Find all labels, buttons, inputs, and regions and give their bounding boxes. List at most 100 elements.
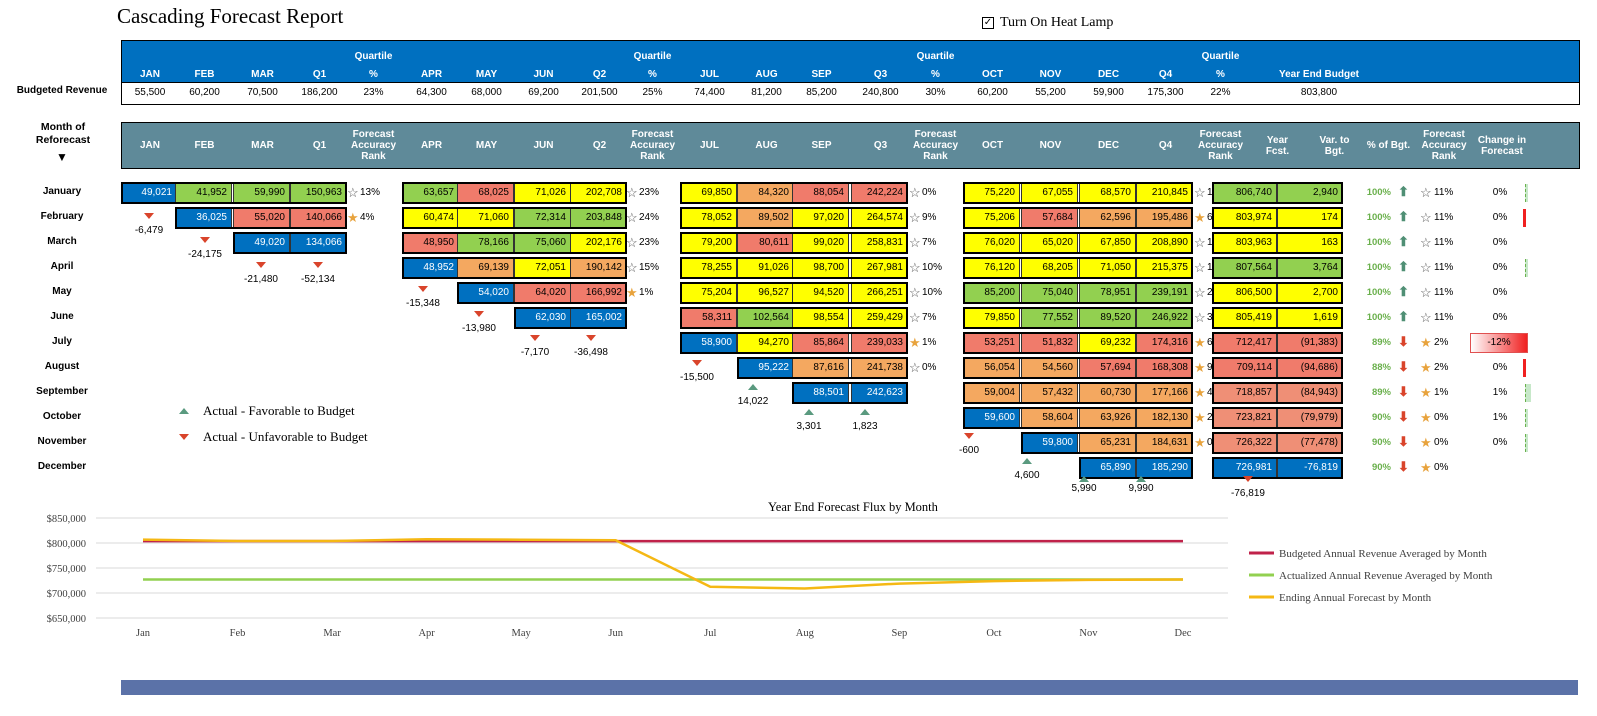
forecast-cell: 56,054 bbox=[963, 357, 1020, 379]
forecast-header-line: Rank bbox=[361, 151, 386, 162]
accuracy-rank-percent: 11% bbox=[1434, 187, 1454, 198]
budget-header-cell: APR bbox=[403, 45, 460, 80]
forecast-cell: 150,963 bbox=[290, 182, 347, 204]
year-forecast-cell: 3,764 bbox=[1277, 257, 1343, 279]
forecast-cell: 87,616 bbox=[792, 357, 849, 379]
rank-percent: 1% bbox=[922, 337, 937, 348]
forecast-header-cell: JUN bbox=[533, 140, 554, 151]
forecast-header-cell: DEC bbox=[1097, 140, 1120, 151]
budget-header-line: JUL bbox=[700, 68, 719, 80]
forecast-header-cell: % of Bgt. bbox=[1362, 123, 1415, 168]
forecast-header-line: Accuracy bbox=[1197, 140, 1244, 151]
forecast-cell: 59,990 bbox=[233, 182, 290, 204]
budget-header-line: Quartile bbox=[1201, 51, 1240, 62]
budget-header-line: % bbox=[648, 68, 657, 80]
variance-value: -52,134 bbox=[301, 274, 335, 285]
budget-value: 85,200 bbox=[806, 87, 837, 98]
variance-down-icon bbox=[1243, 476, 1253, 482]
accuracy-rank-percent: 0% bbox=[1434, 437, 1449, 448]
budgeted-revenue-label: Budgeted Revenue bbox=[16, 85, 108, 96]
year-forecast-cell: -76,819 bbox=[1277, 457, 1343, 479]
forecast-header-cell: Change in Forecast bbox=[1473, 123, 1531, 168]
month-label: July bbox=[51, 336, 72, 347]
rank-star-icon: ★ bbox=[1420, 385, 1432, 400]
heat-lamp-toggle[interactable]: ✓ Turn On Heat Lamp bbox=[982, 15, 1113, 31]
forecast-cell: 65,020 bbox=[1021, 232, 1078, 254]
x-tick-label: Mar bbox=[323, 628, 341, 639]
budget-value: 25% bbox=[642, 87, 663, 98]
forecast-cell: 174,316 bbox=[1136, 332, 1193, 354]
forecast-cell: 88,054 bbox=[792, 182, 849, 204]
x-tick-label: Jun bbox=[608, 628, 623, 639]
forecast-cell: 63,657 bbox=[402, 182, 459, 204]
budget-header-line: % bbox=[369, 68, 378, 80]
budget-header-bar: JAN FEB MAR Q1 Quartile% APR MAY JUN Q2 Quartile%… bbox=[121, 40, 1580, 83]
budget-value: 175,300 bbox=[1147, 87, 1184, 98]
budget-year-end-value: 803,800 bbox=[1300, 87, 1338, 98]
arrow-up-icon: ⬆ bbox=[1398, 209, 1409, 224]
forecast-cell: 266,251 bbox=[851, 282, 908, 304]
budget-header-cell: JUN bbox=[515, 45, 572, 80]
forecast-cell: 72,051 bbox=[514, 257, 571, 279]
budget-value: 186,200 bbox=[301, 87, 338, 98]
change-in-forecast: 0% bbox=[1492, 437, 1508, 448]
forecast-header-line: Forecast bbox=[352, 129, 395, 140]
heat-lamp-label: Turn On Heat Lamp bbox=[1000, 15, 1114, 30]
forecast-cell: 85,200 bbox=[963, 282, 1020, 304]
forecast-cell: 88,501 bbox=[792, 382, 849, 404]
rank-star-icon: ☆ bbox=[626, 185, 638, 200]
forecast-cell: 71,060 bbox=[457, 207, 514, 229]
variance-value: -7,170 bbox=[520, 347, 550, 358]
forecast-cell: 134,066 bbox=[290, 232, 347, 254]
rank-percent: 13% bbox=[360, 187, 381, 198]
variance-down-icon bbox=[313, 262, 323, 268]
change-in-forecast: -12% bbox=[1470, 333, 1528, 353]
percent-of-budget: 89% bbox=[1371, 337, 1391, 348]
budget-header-cell: Quartile% bbox=[347, 45, 400, 80]
accuracy-rank-percent: 2% bbox=[1434, 337, 1449, 348]
forecast-cell: 202,708 bbox=[570, 182, 627, 204]
rank-star-icon: ★ bbox=[1420, 335, 1432, 350]
forecast-cell: 89,520 bbox=[1079, 307, 1136, 329]
budget-header-line: Q1 bbox=[312, 68, 327, 80]
rank-star-icon: ☆ bbox=[1194, 310, 1206, 325]
budget-header-cell: AUG bbox=[738, 45, 795, 80]
forecast-cell: 54,560 bbox=[1021, 357, 1078, 379]
forecast-cell: 78,951 bbox=[1079, 282, 1136, 304]
budget-header-line: SEP bbox=[811, 68, 832, 80]
forecast-cell: 48,952 bbox=[402, 257, 459, 279]
percent-of-budget: 100% bbox=[1366, 187, 1391, 198]
variance-value: 3,301 bbox=[796, 421, 822, 432]
variance-up-icon bbox=[804, 409, 814, 415]
heat-lamp-checkbox[interactable]: ✓ bbox=[982, 17, 994, 29]
sort-down-icon: ▼ bbox=[56, 150, 68, 164]
forecast-cell: 94,520 bbox=[792, 282, 849, 304]
change-in-forecast: 1% bbox=[1492, 387, 1508, 398]
forecast-cell: 75,204 bbox=[680, 282, 737, 304]
rank-percent: 9% bbox=[922, 212, 937, 223]
forecast-cell: 69,232 bbox=[1079, 332, 1136, 354]
forecast-cell: 95,222 bbox=[737, 357, 794, 379]
budget-header-line: APR bbox=[420, 68, 443, 80]
year-forecast-cell: (94,686) bbox=[1277, 357, 1343, 379]
forecast-header-cell: Forecast Accuracy Rank bbox=[347, 123, 400, 168]
forecast-cell: 72,314 bbox=[514, 207, 571, 229]
forecast-cell: 75,040 bbox=[1021, 282, 1078, 304]
forecast-cell: 184,631 bbox=[1136, 432, 1193, 454]
forecast-cell: 166,992 bbox=[570, 282, 627, 304]
variance-value: 1,823 bbox=[852, 421, 878, 432]
x-tick-label: Apr bbox=[418, 628, 435, 639]
forecast-cell: 77,552 bbox=[1021, 307, 1078, 329]
budget-header-cell: Q4 bbox=[1137, 45, 1194, 80]
change-in-forecast: 0% bbox=[1492, 262, 1508, 273]
percent-of-budget: 100% bbox=[1366, 237, 1391, 248]
forecast-cell: 80,611 bbox=[737, 232, 794, 254]
forecast-cell: 71,050 bbox=[1079, 257, 1136, 279]
forecast-header-cell: APR bbox=[420, 140, 443, 151]
year-forecast-cell: (84,943) bbox=[1277, 382, 1343, 404]
forecast-header-cell: FEB bbox=[194, 140, 215, 151]
variance-up-icon bbox=[1136, 476, 1146, 482]
variance-down-icon bbox=[530, 335, 540, 341]
change-in-forecast: 0% bbox=[1492, 212, 1508, 223]
forecast-cell: 140,066 bbox=[290, 207, 347, 229]
